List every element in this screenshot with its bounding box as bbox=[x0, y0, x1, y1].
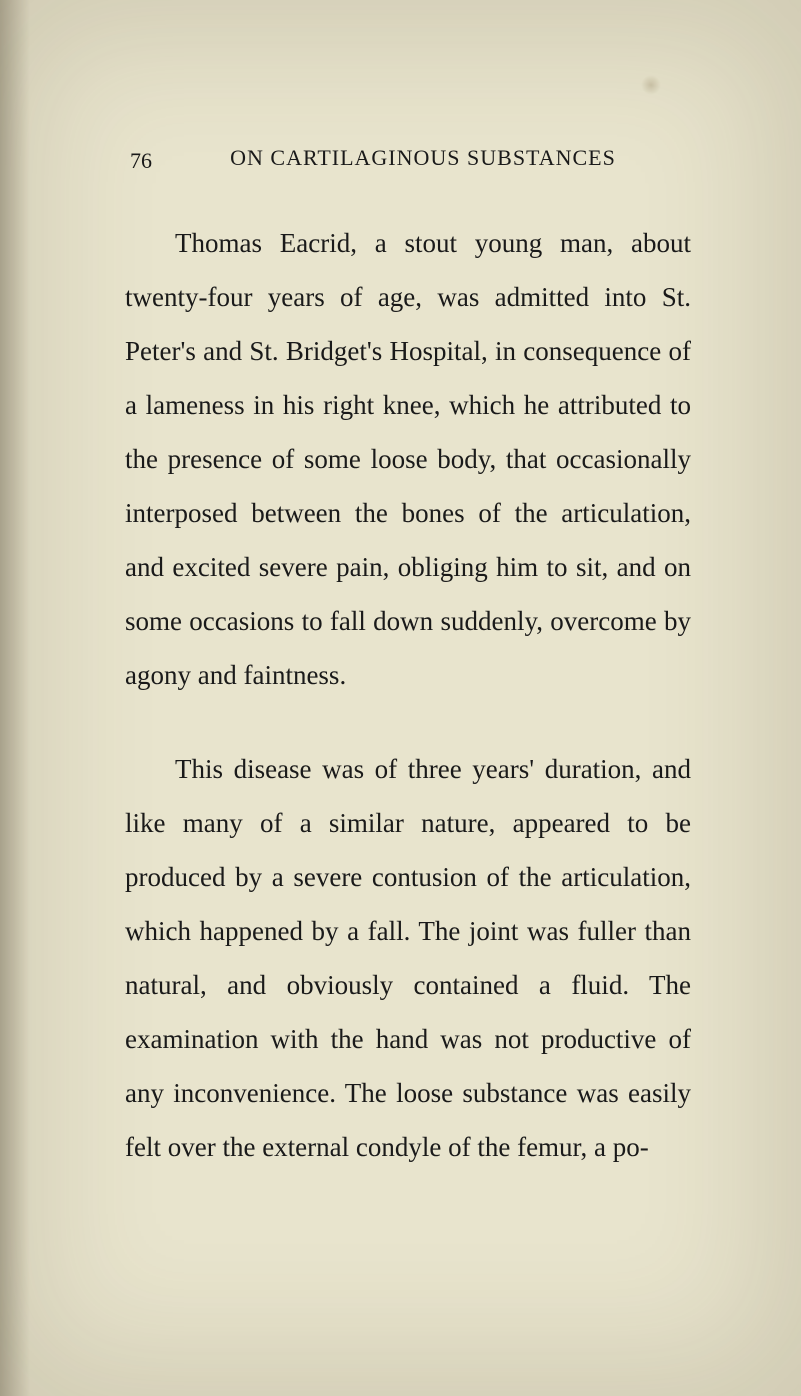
running-header: ON CARTILAGINOUS SUBSTANCES bbox=[155, 145, 691, 171]
body-paragraph: This disease was of three years' du­rati… bbox=[125, 742, 691, 1174]
page-number: 76 bbox=[130, 148, 152, 174]
document-page: 76 ON CARTILAGINOUS SUBSTANCES Thomas Ea… bbox=[0, 0, 801, 1396]
body-paragraph: Thomas Eacrid, a stout young man, about … bbox=[125, 216, 691, 702]
